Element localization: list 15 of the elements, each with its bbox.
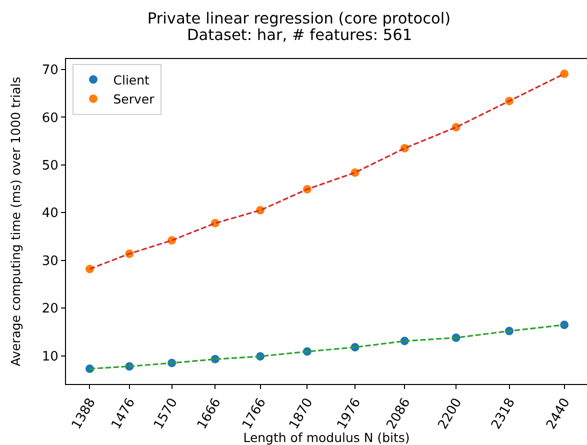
y-tick-label: 10 xyxy=(42,349,58,364)
y-tick-label: 60 xyxy=(42,110,58,126)
point xyxy=(560,320,569,330)
chart-subtitle: Dataset: har, # features: 561 xyxy=(187,26,412,44)
y-tick-label: 30 xyxy=(42,254,58,269)
legend-label: Client xyxy=(113,72,150,88)
y-tick-label: 40 xyxy=(42,206,58,222)
y-tick-label: 50 xyxy=(42,158,58,174)
chart-title: Private linear regression (core protocol) xyxy=(147,9,451,28)
point xyxy=(560,70,569,78)
legend-label: Server xyxy=(113,92,156,107)
y-tick-label: 70 xyxy=(42,63,58,78)
y-axis-title: Average computing time (ms) over 1000 trials xyxy=(8,76,23,366)
x-axis-title: Length of modulus N (bits) xyxy=(243,430,410,445)
y-tick-label: 20 xyxy=(42,302,58,317)
